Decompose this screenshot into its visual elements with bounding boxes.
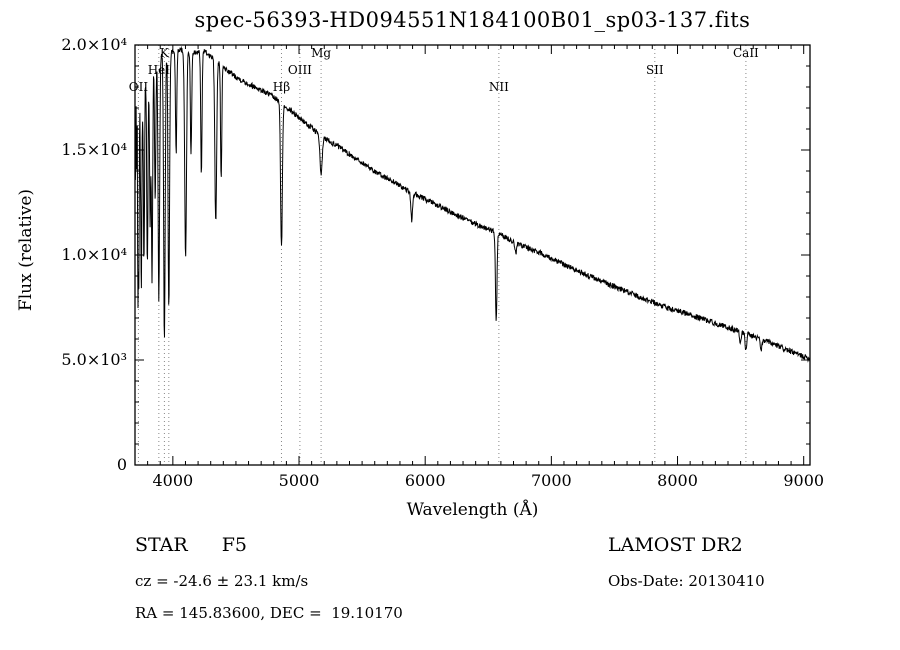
marker-label-CaII: CaII [733,46,759,60]
marker-label-SII: SII [646,63,664,77]
x-tick-label: 6000 [405,471,446,490]
marker-label-K: K [160,46,170,60]
obs-date: Obs-Date: 20130410 [608,572,765,590]
x-axis-label: Wavelength (Å) [406,500,539,520]
object-type-row: STAR F5 [135,534,247,556]
plot-frame [134,44,811,466]
y-tick-label: 5.0×10³ [61,350,127,369]
y-tick-label: 2.0×10⁴ [61,35,127,54]
y-axis-label: Flux (relative) [16,188,36,312]
y-tick-label: 1.0×10⁴ [61,245,127,264]
object-subclass: F5 [221,534,247,556]
x-tick-labels: 4000 5000 6000 7000 8000 9000 [152,471,824,490]
x-tick-label: 9000 [783,471,824,490]
x-tick-label: 8000 [657,471,698,490]
marker-label-NII: NII [489,80,509,94]
spectrum-line [135,45,810,363]
x-tick-label: 5000 [279,471,320,490]
y-tick-label: 1.5×10⁴ [61,140,127,159]
marker-label-OIII: OIII [288,63,312,77]
marker-label-Hβ: Hβ [273,80,290,94]
x-tick-label: 4000 [152,471,193,490]
survey-label: LAMOST DR2 [608,534,743,556]
y-tick-labels: 0 5.0×10³ 1.0×10⁴ 1.5×10⁴ 2.0×10⁴ [61,35,127,474]
plot-title: spec-56393-HD094551N184100B01_sp03-137.f… [194,8,751,32]
object-type: STAR [135,534,188,556]
ra-dec-value: RA = 145.83600, DEC = 19.10170 [135,604,403,622]
cz-value: cz = -24.6 ± 23.1 km/s [135,572,309,590]
y-tick-label: 0 [117,455,127,474]
x-tick-label: 7000 [531,471,572,490]
axis-ticks [134,44,810,466]
marker-label-Mg: Mg [311,46,331,60]
